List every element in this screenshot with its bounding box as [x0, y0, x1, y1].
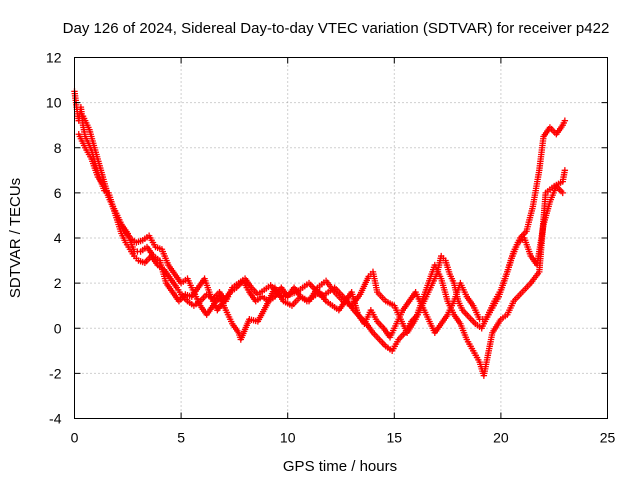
data-point — [561, 117, 569, 124]
x-tick-label: 15 — [387, 430, 403, 446]
y-tick-label: -4 — [49, 411, 62, 427]
data-point — [559, 189, 566, 197]
x-tick-label: 20 — [493, 430, 509, 446]
y-tick-labels: -4 -2 0 2 4 6 8 10 12 — [46, 50, 62, 427]
chart-title: Day 126 of 2024, Sidereal Day-to-day VTE… — [63, 20, 610, 37]
x-axis-label: GPS time / hours — [283, 458, 397, 475]
ticks-layer — [74, 57, 608, 419]
series-tertiary — [79, 112, 566, 341]
series-main — [71, 88, 569, 355]
y-tick-label: 12 — [46, 50, 62, 66]
data-points — [71, 88, 569, 379]
y-tick-label: 2 — [54, 275, 62, 291]
x-tick-labels: 0 5 10 15 20 25 — [71, 430, 616, 446]
y-axis-label: SDTVAR / TECUs — [7, 178, 24, 298]
y-tick-label: -2 — [49, 365, 62, 381]
y-tick-label: 10 — [46, 95, 62, 111]
x-tick-label: 10 — [280, 430, 296, 446]
y-tick-label: 0 — [54, 320, 62, 336]
data-point — [561, 167, 569, 174]
y-tick-label: 6 — [54, 185, 62, 201]
x-tick-label: 5 — [177, 430, 185, 446]
x-tick-label: 0 — [71, 430, 79, 446]
x-tick-label: 25 — [600, 430, 616, 446]
y-tick-label: 4 — [54, 230, 62, 246]
y-tick-label: 8 — [54, 140, 62, 156]
